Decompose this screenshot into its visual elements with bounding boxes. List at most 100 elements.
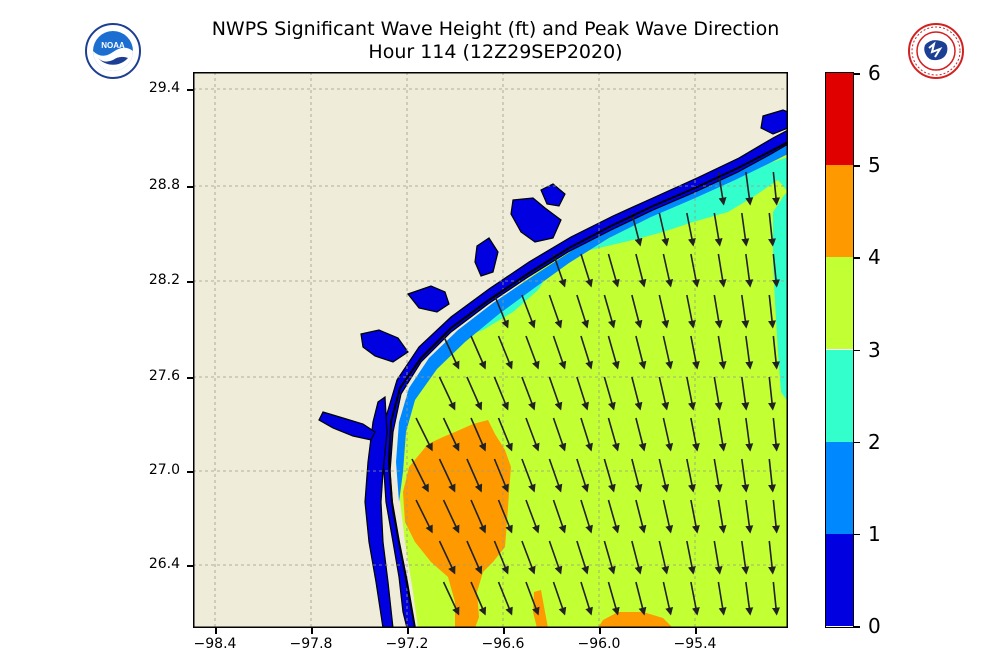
wave-direction-arrow: [686, 294, 696, 329]
wave-direction-arrow: [717, 499, 727, 534]
map-grid: [193, 72, 788, 628]
wave-direction-arrow: [415, 417, 433, 452]
wave-direction-arrow: [603, 540, 616, 575]
chart-title: NWPS Significant Wave Height (ft) and Pe…: [0, 18, 991, 64]
wave-direction-arrow: [772, 499, 780, 534]
y-tick-mark: [187, 471, 193, 473]
wave-direction-arrow: [658, 212, 670, 247]
wave-direction-arrow: [745, 335, 754, 370]
wave-direction-arrow: [713, 540, 723, 575]
wave-direction-arrow: [442, 335, 460, 370]
colorbar-segment: [826, 73, 853, 166]
x-tick-label: −98.4: [193, 636, 237, 652]
wave-direction-arrow: [415, 499, 433, 534]
colorbar-tick-mark: [854, 349, 860, 351]
copano-bay: [407, 285, 450, 313]
sea-4-5ft-small: [533, 590, 548, 628]
wave-direction-arrow: [772, 253, 780, 288]
wave-direction-arrow: [741, 540, 750, 575]
wave-direction-arrow: [768, 540, 777, 575]
wave-direction-arrow: [470, 499, 487, 534]
wave-direction-arrow: [631, 294, 643, 329]
wave-direction-arrow: [607, 499, 620, 534]
colorbar-tick-mark: [854, 626, 860, 628]
san-antonio-bay: [474, 237, 499, 277]
wave-direction-arrow: [631, 376, 643, 411]
title-line-2: Hour 114 (12Z29SEP2020): [368, 41, 623, 63]
colorbar-tick-mark: [854, 441, 860, 444]
wave-direction-arrow: [442, 499, 460, 534]
wave-direction-arrow: [580, 253, 593, 288]
wave-direction-arrow: [658, 540, 670, 575]
wave-direction-arrow: [497, 581, 513, 616]
wave-direction-arrow: [470, 581, 487, 616]
matagorda-bay: [510, 197, 562, 243]
wave-direction-arrow: [745, 417, 754, 452]
x-tick-mark: [599, 628, 601, 634]
wave-direction-arrow: [548, 294, 563, 329]
wave-direction-arrow: [686, 212, 696, 247]
wave-direction-arrow: [493, 458, 509, 493]
x-tick-mark: [311, 628, 313, 634]
wave-direction-arrow: [438, 540, 456, 575]
wave-direction-arrow: [576, 458, 589, 493]
wave-direction-arrow: [548, 376, 563, 411]
wave-direction-arrow: [662, 253, 674, 288]
wave-direction-arrow: [741, 212, 750, 247]
wave-direction-arrow: [741, 458, 750, 493]
wave-height-map: [193, 72, 788, 628]
wave-direction-arrow: [607, 581, 620, 616]
wave-direction-arrow: [521, 458, 536, 493]
wave-direction-arrow: [493, 294, 509, 329]
wave-direction-arrow: [631, 458, 643, 493]
wave-direction-arrow: [548, 540, 563, 575]
wave-direction-arrow: [741, 376, 750, 411]
y-tick-mark: [187, 565, 193, 567]
y-tick-mark: [187, 377, 193, 379]
wave-direction-arrow: [466, 376, 483, 411]
wave-direction-arrow: [470, 417, 487, 452]
wave-direction-arrow: [635, 335, 647, 370]
lavaca-bay: [540, 183, 566, 207]
wave-direction-arrow: [745, 499, 754, 534]
wave-direction-arrow: [580, 335, 593, 370]
y-tick-label: 28.8: [148, 177, 180, 193]
baffin-bay: [318, 411, 376, 441]
wave-direction-arrow: [442, 581, 460, 616]
wave-direction-arrows: [411, 171, 780, 616]
wave-direction-arrow: [470, 335, 487, 370]
colorbar: [825, 72, 854, 628]
y-tick-label: 29.4: [148, 80, 180, 96]
wave-direction-arrow: [497, 499, 513, 534]
wave-direction-arrow: [745, 581, 754, 616]
y-tick-label: 27.6: [148, 368, 180, 384]
colorbar-tick-label: 2: [868, 429, 881, 454]
wave-direction-arrow: [438, 458, 456, 493]
coastline: [387, 141, 788, 628]
wave-direction-arrow: [603, 458, 616, 493]
colorbar-segment: [826, 165, 853, 258]
wave-direction-arrow: [772, 417, 780, 452]
colorbar-segment: [826, 349, 853, 442]
wave-direction-arrow: [635, 499, 647, 534]
wave-direction-arrow: [521, 294, 536, 329]
wave-direction-arrow: [580, 499, 593, 534]
wave-direction-arrow: [686, 376, 696, 411]
wave-direction-arrow: [635, 581, 647, 616]
wave-direction-arrow: [717, 581, 727, 616]
sea-1-2ft: [396, 140, 788, 502]
wave-direction-arrow: [552, 499, 567, 534]
x-tick-mark: [407, 628, 409, 634]
wave-direction-arrow: [690, 499, 700, 534]
wave-direction-arrow: [603, 376, 616, 411]
sea-2-3ft-right-edge: [773, 192, 788, 402]
wave-direction-arrow: [438, 376, 456, 411]
noaa-logo-icon: NOAA: [85, 23, 141, 79]
wave-direction-arrow: [635, 253, 647, 288]
wave-direction-arrow: [576, 540, 589, 575]
sea-2-3ft: [401, 157, 788, 482]
y-tick-mark: [187, 281, 193, 283]
wave-direction-arrow: [576, 294, 589, 329]
x-tick-mark: [695, 628, 697, 634]
wave-direction-arrow: [690, 335, 700, 370]
